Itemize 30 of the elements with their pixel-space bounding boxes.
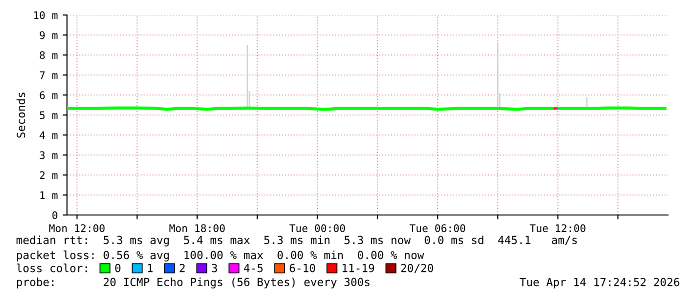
y-tick-label: 7 m: [40, 71, 58, 79]
legend-label: 0: [115, 264, 120, 272]
legend-label: 11-19: [342, 264, 374, 272]
legend-label: 4-5: [244, 264, 263, 272]
y-tick-label: 8 m: [40, 51, 58, 60]
y-tick-label: 5 m: [40, 111, 58, 120]
text: packet loss: 0.56 % avg 100.00 % max 0.00 % min 0.00 % now: [17, 250, 424, 262]
text: Tue Apr 14 17:24:52 2026: [520, 278, 680, 288]
legend-label: 3: [212, 264, 218, 272]
y-tick-label: 10 m: [34, 11, 58, 20]
y-tick-label: 2 m: [40, 171, 58, 179]
x-tick-label: Tue 00:00: [289, 224, 345, 232]
y-tick-label: 1 m: [40, 191, 58, 199]
legend-label: 1: [148, 264, 153, 272]
x-tick-label: Mon 12:00: [49, 224, 105, 232]
y-tick-label: 4 m: [40, 131, 58, 139]
legend-label: 2: [180, 264, 185, 272]
x-tick-label: Mon 18:00: [169, 224, 225, 232]
x-tick-label: Tue 06:00: [410, 224, 466, 232]
legend-label: 6-10: [290, 264, 316, 272]
y-axis-title: Seconds: [16, 92, 26, 138]
text: median rtt: 5.3 ms avg 5.4 ms max 5.3 ms min 5.3 ms now 0.0 ms sd 445.1 am/s: [16, 236, 577, 246]
y-tick-label: 9 m: [40, 31, 58, 40]
legend-title: loss color:: [16, 264, 87, 272]
y-tick-label: 6 m: [40, 91, 58, 100]
y-tick-label: 3 m: [40, 151, 58, 160]
text: probe: 20 ICMP Echo Pings (56 Bytes) every 300s: [17, 278, 370, 288]
legend-label: 20/20: [401, 264, 434, 274]
x-tick-label: Tue 12:00: [530, 224, 586, 232]
y-tick-label: 0: [52, 211, 58, 220]
